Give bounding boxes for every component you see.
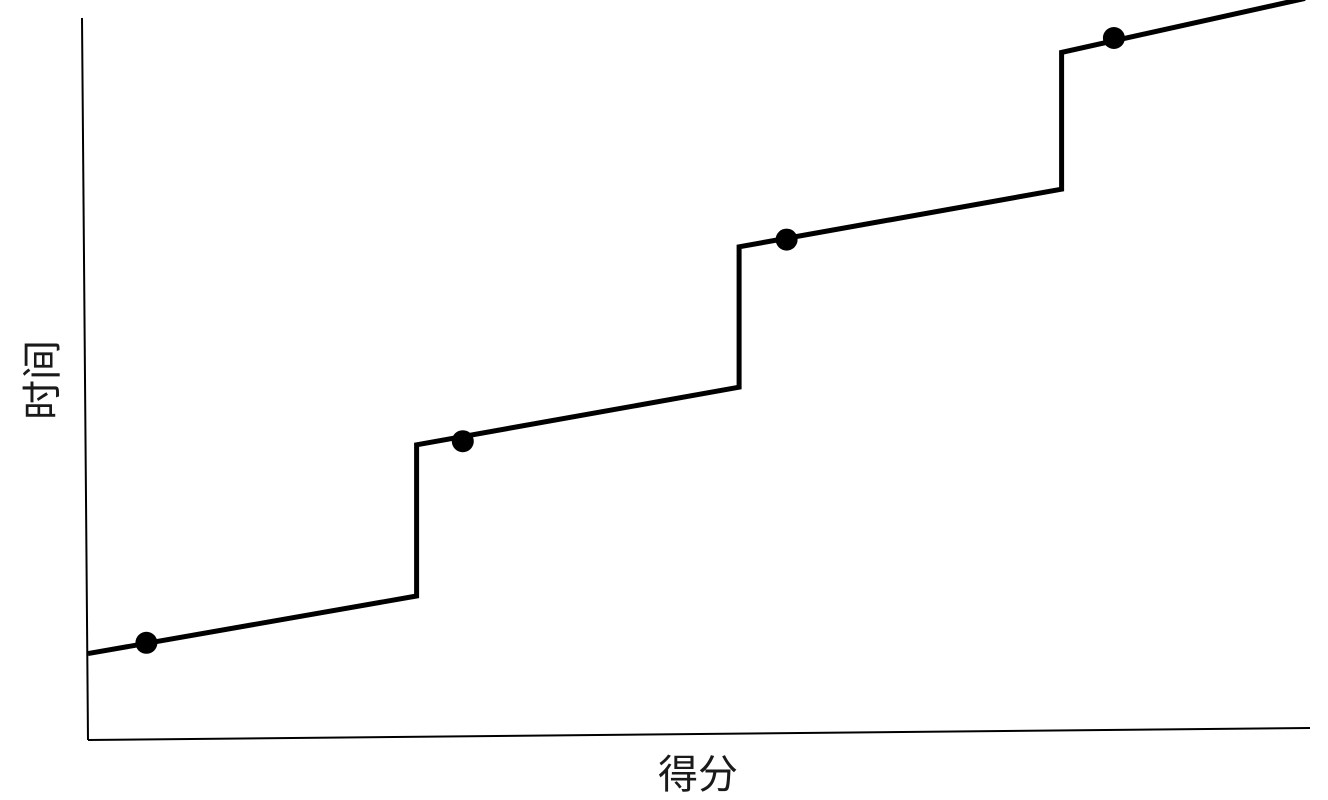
- y-axis-label: 时间: [20, 340, 66, 420]
- y-axis: [81, 17, 89, 741]
- data-point-3: [775, 228, 798, 251]
- x-axis-label: 得分: [658, 752, 738, 798]
- data-point-2: [451, 430, 474, 453]
- data-point-4: [1102, 27, 1125, 49]
- series-layer: [87, 0, 1306, 657]
- data-point-1: [135, 631, 158, 654]
- x-axis: [87, 727, 1311, 741]
- axes: [81, 17, 1311, 741]
- step-line-series: [87, 0, 1306, 657]
